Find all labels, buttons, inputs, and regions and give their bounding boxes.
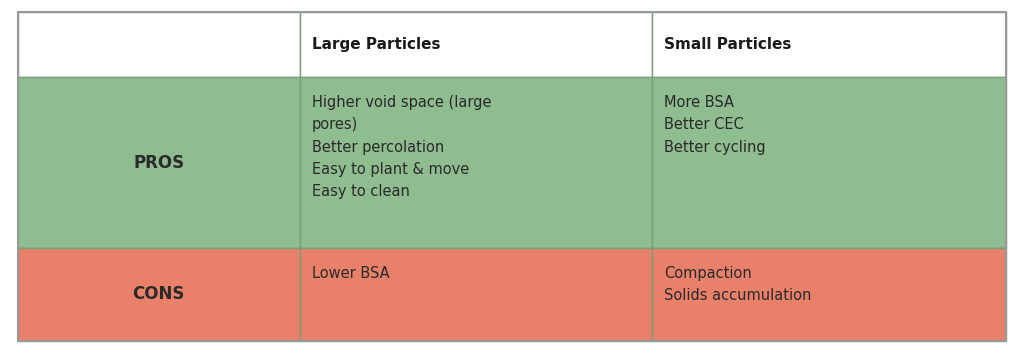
Text: Lower BSA: Lower BSA	[311, 266, 389, 281]
Bar	[300, 12, 652, 77]
Text: More BSA
Better CEC
Better cycling: More BSA Better CEC Better cycling	[665, 95, 766, 155]
Text: CONS: CONS	[132, 285, 185, 303]
Bar	[652, 77, 1006, 248]
Text: Large Particles: Large Particles	[311, 37, 440, 52]
Bar	[300, 248, 652, 341]
Bar	[18, 77, 300, 248]
Text: Higher void space (large
pores)
Better percolation
Easy to plant & move
Easy to : Higher void space (large pores) Better p…	[311, 95, 492, 199]
Text: Compaction
Solids accumulation: Compaction Solids accumulation	[665, 266, 812, 303]
Bar	[652, 12, 1006, 77]
Bar	[300, 77, 652, 248]
Text: PROS: PROS	[133, 154, 184, 172]
Bar	[18, 12, 300, 77]
Text: Small Particles: Small Particles	[665, 37, 792, 52]
Bar	[652, 248, 1006, 341]
Bar	[18, 248, 300, 341]
